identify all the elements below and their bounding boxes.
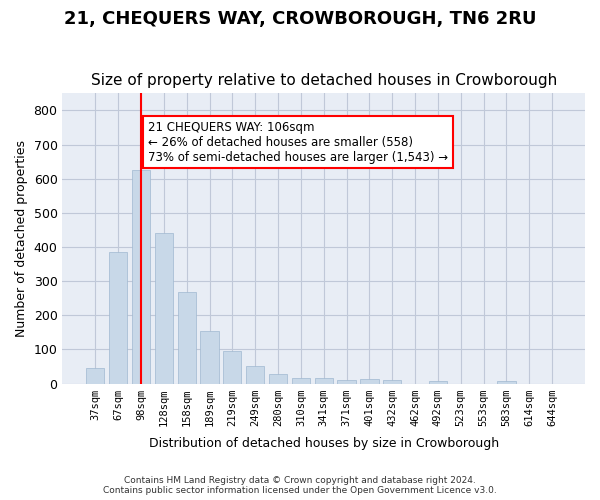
Text: 21 CHEQUERS WAY: 106sqm
← 26% of detached houses are smaller (558)
73% of semi-d: 21 CHEQUERS WAY: 106sqm ← 26% of detache…: [148, 120, 448, 164]
Text: 21, CHEQUERS WAY, CROWBOROUGH, TN6 2RU: 21, CHEQUERS WAY, CROWBOROUGH, TN6 2RU: [64, 10, 536, 28]
Bar: [360, 380, 379, 384]
Bar: [497, 381, 515, 384]
Bar: [337, 380, 356, 384]
Bar: [86, 368, 104, 384]
X-axis label: Distribution of detached houses by size in Crowborough: Distribution of detached houses by size …: [149, 437, 499, 450]
Text: Contains HM Land Registry data © Crown copyright and database right 2024.
Contai: Contains HM Land Registry data © Crown c…: [103, 476, 497, 495]
Bar: [383, 380, 401, 384]
Bar: [292, 378, 310, 384]
Y-axis label: Number of detached properties: Number of detached properties: [15, 140, 28, 337]
Title: Size of property relative to detached houses in Crowborough: Size of property relative to detached ho…: [91, 73, 557, 88]
Bar: [223, 351, 241, 384]
Bar: [429, 381, 447, 384]
Bar: [155, 234, 173, 384]
Bar: [132, 170, 150, 384]
Bar: [178, 292, 196, 384]
Bar: [314, 378, 333, 384]
Bar: [269, 374, 287, 384]
Bar: [200, 330, 218, 384]
Bar: [246, 366, 265, 384]
Bar: [109, 252, 127, 384]
